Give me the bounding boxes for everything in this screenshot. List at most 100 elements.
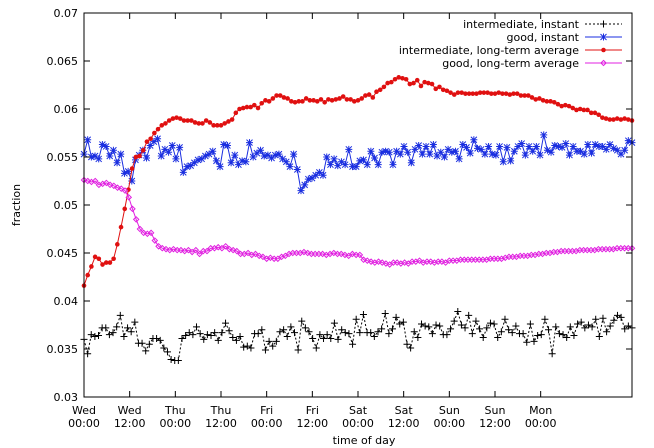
data-point: [463, 91, 468, 96]
data-point: [244, 104, 250, 110]
data-point: [396, 75, 402, 80]
data-point: [426, 150, 434, 158]
data-point: [559, 331, 567, 339]
y-tick-label: 0.055: [47, 151, 79, 164]
data-point: [428, 330, 436, 338]
data-point: [147, 229, 155, 237]
data-point: [333, 97, 339, 102]
data-point: [570, 332, 578, 340]
data-point: [470, 91, 476, 96]
data-point: [84, 136, 92, 144]
data-point: [218, 329, 226, 337]
data-point: [185, 246, 192, 254]
data-point: [545, 326, 553, 334]
data-point: [548, 350, 556, 358]
data-point: [127, 328, 135, 336]
data-point: [129, 205, 136, 213]
data-point: [95, 332, 103, 340]
data-point: [272, 337, 280, 345]
data-point: [432, 321, 440, 329]
data-point: [511, 91, 516, 96]
data-point: [298, 317, 306, 325]
data-point: [293, 165, 301, 173]
data-point: [547, 148, 555, 156]
data-point: [168, 141, 176, 149]
data-point: [508, 329, 516, 337]
data-point: [532, 142, 540, 150]
legend-label: intermediate, long-term average: [399, 44, 579, 57]
data-point: [201, 152, 209, 160]
data-point: [544, 99, 550, 104]
data-point: [281, 95, 287, 100]
data-point: [286, 163, 294, 171]
data-point: [326, 161, 334, 169]
data-point: [287, 323, 295, 331]
x-tick-label-time: 00:00: [251, 417, 283, 430]
x-tick-label-time: 00:00: [342, 417, 374, 430]
data-point: [307, 98, 313, 103]
data-point: [396, 320, 404, 328]
data-point: [574, 107, 579, 113]
x-tick-label-day: Thu: [210, 404, 232, 417]
data-point: [499, 158, 507, 166]
x-tick-label-time: 00:00: [159, 417, 191, 430]
data-point: [236, 333, 244, 341]
data-point: [518, 93, 524, 98]
data-point: [120, 169, 128, 177]
data-point: [481, 90, 487, 95]
x-tick-label-day: Thu: [164, 404, 186, 417]
data-point: [181, 118, 187, 123]
data-point: [514, 91, 520, 96]
data-point: [319, 171, 327, 179]
data-point: [551, 99, 557, 105]
data-point: [388, 325, 396, 333]
data-point: [259, 253, 267, 261]
data-point: [220, 141, 228, 149]
data-point: [566, 103, 572, 109]
data-point: [389, 161, 397, 169]
data-point: [340, 94, 346, 99]
data-point: [103, 179, 110, 187]
data-point: [102, 142, 110, 150]
data-point: [229, 117, 235, 122]
data-point: [359, 310, 367, 318]
data-point: [153, 334, 161, 342]
data-point: [214, 336, 222, 344]
data-point: [534, 332, 542, 340]
data-point: [185, 118, 190, 123]
data-point: [158, 244, 166, 252]
data-point: [238, 157, 246, 165]
x-tick-label-time: 12:00: [479, 417, 511, 430]
x-tick-label-time: 00:00: [525, 417, 557, 430]
data-point: [222, 121, 228, 126]
data-point: [562, 140, 570, 148]
data-point: [407, 159, 415, 167]
data-point: [529, 95, 535, 100]
data-point: [259, 100, 265, 106]
data-point: [143, 154, 151, 162]
data-point: [503, 91, 509, 96]
data-point: [196, 250, 203, 258]
data-point: [212, 157, 220, 165]
data-point: [359, 96, 365, 101]
data-point: [305, 328, 313, 336]
data-point: [414, 77, 420, 83]
data-point: [440, 153, 448, 161]
data-point: [600, 20, 607, 28]
data-point: [415, 141, 423, 149]
data-point: [106, 181, 114, 189]
data-point: [581, 324, 589, 332]
data-point: [240, 105, 246, 111]
data-point: [525, 142, 533, 150]
data-point: [176, 143, 184, 151]
data-point: [246, 139, 254, 147]
legend-label: intermediate, instant: [463, 18, 580, 31]
data-point: [125, 194, 133, 201]
data-point: [117, 150, 125, 158]
data-point: [477, 145, 485, 153]
data-point: [614, 116, 620, 121]
data-point: [617, 313, 625, 321]
data-point: [433, 152, 441, 160]
data-point: [378, 259, 386, 266]
data-point: [84, 177, 92, 185]
